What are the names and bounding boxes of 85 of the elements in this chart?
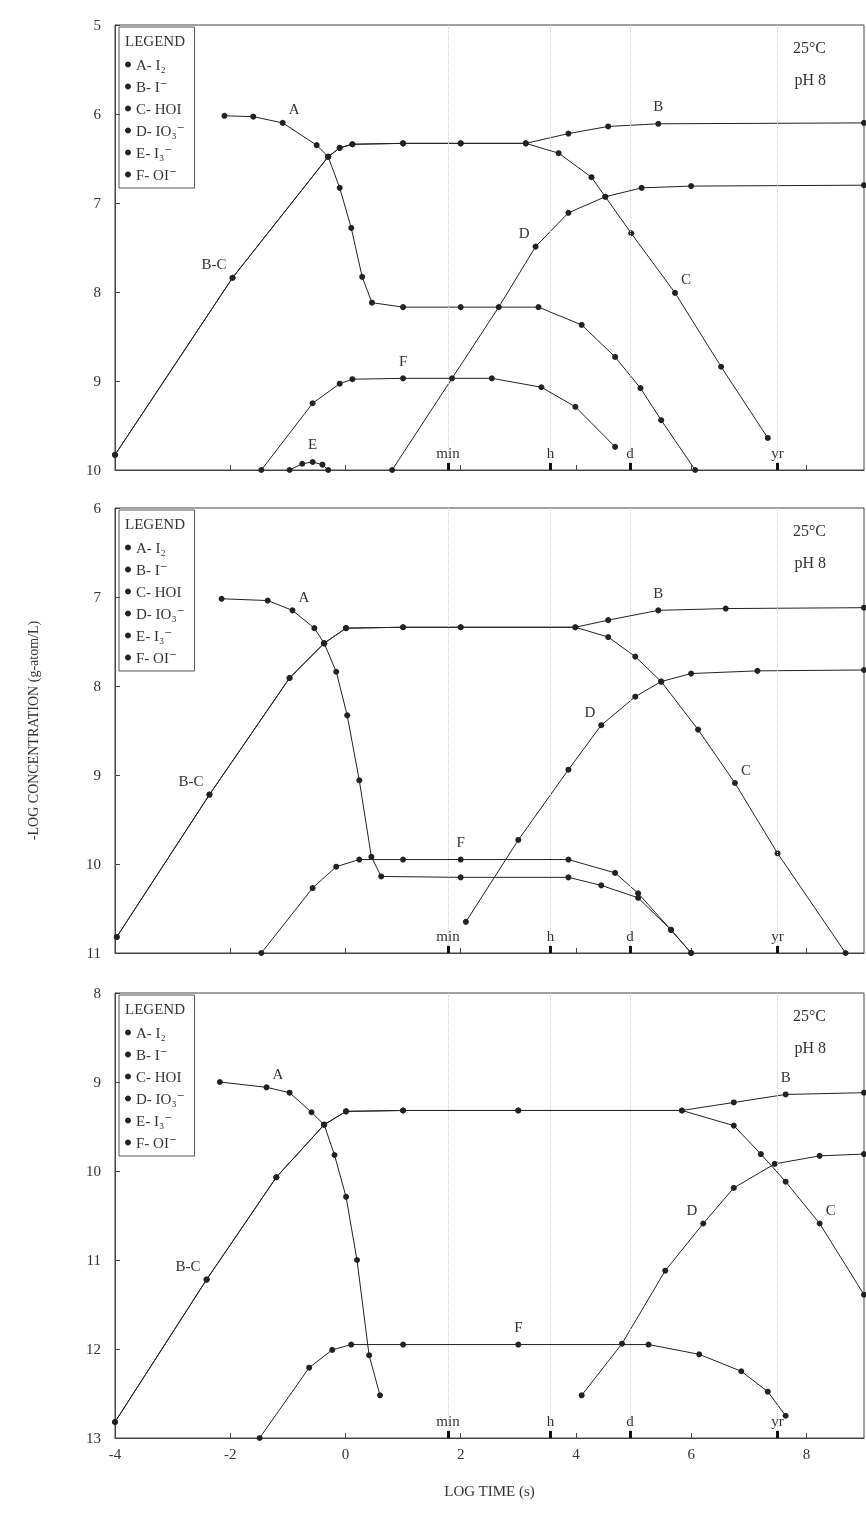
annotation: pH 8 bbox=[794, 70, 827, 89]
annotation: C bbox=[740, 761, 751, 778]
annotation: F bbox=[456, 834, 465, 851]
ref-line-label: yr bbox=[771, 928, 784, 945]
y-tick-label: 5 bbox=[93, 17, 101, 33]
ref-line-label: h bbox=[546, 445, 555, 462]
x-tick-label: 8 bbox=[802, 1445, 811, 1462]
annotation: B-C bbox=[201, 256, 227, 273]
annotation: E bbox=[308, 436, 318, 453]
annotation: 25°C bbox=[792, 38, 827, 56]
legend-label: E- I₃⁻ bbox=[136, 144, 173, 161]
y-tick-label: 8 bbox=[93, 678, 101, 694]
annotation: D bbox=[518, 225, 530, 242]
legend-label: F- OI⁻ bbox=[136, 649, 177, 666]
ref-line-label: yr bbox=[771, 1413, 784, 1430]
ref-line-label: d bbox=[626, 445, 635, 462]
annotation: C bbox=[681, 271, 692, 288]
x-tick-label: 0 bbox=[341, 1445, 350, 1462]
x-tick-label: 4 bbox=[572, 1445, 581, 1462]
y-tick-label: 7 bbox=[93, 589, 102, 605]
ref-line-label: yr bbox=[771, 445, 784, 462]
annotation: A bbox=[272, 1065, 284, 1082]
ref-line-label: d bbox=[626, 1413, 635, 1430]
legend-label: D- IO₃⁻ bbox=[136, 605, 185, 622]
y-tick-label: 13 bbox=[86, 1430, 101, 1446]
legend-label: A- I₂ bbox=[136, 56, 166, 73]
annotation: C bbox=[825, 1202, 836, 1219]
y-tick-label: 9 bbox=[93, 373, 101, 389]
ref-line-label: h bbox=[546, 1413, 555, 1430]
y-axis-title: -LOG CONCENTRATION (g-atom/L) bbox=[25, 620, 42, 841]
legend-title: LEGEND bbox=[125, 515, 186, 532]
legend-label: D- IO₃⁻ bbox=[136, 122, 185, 139]
annotation: B-C bbox=[178, 773, 204, 790]
legend-label: B- I⁻ bbox=[136, 561, 168, 578]
y-tick-label: 10 bbox=[86, 856, 101, 872]
y-tick-label: 10 bbox=[86, 462, 101, 478]
x-axis-title: LOG TIME (s) bbox=[444, 1482, 535, 1500]
legend-label: C- HOI bbox=[136, 1068, 182, 1085]
ref-line-label: min bbox=[436, 445, 461, 462]
legend-label: C- HOI bbox=[136, 583, 182, 600]
annotation: B bbox=[780, 1068, 791, 1085]
annotation: pH 8 bbox=[794, 553, 827, 572]
annotation: 25°C bbox=[792, 521, 827, 539]
y-tick-label: 9 bbox=[93, 767, 101, 783]
legend-title: LEGEND bbox=[125, 1000, 186, 1017]
legend-label: B- I⁻ bbox=[136, 78, 168, 95]
ref-line-label: min bbox=[436, 928, 461, 945]
y-tick-label: 8 bbox=[93, 985, 101, 1001]
annotation: F bbox=[398, 352, 408, 369]
annotation: pH 8 bbox=[794, 1038, 827, 1057]
y-tick-label: 7 bbox=[93, 195, 102, 211]
annotation: B-C bbox=[175, 1258, 201, 1275]
ref-line-label: d bbox=[626, 928, 635, 945]
y-tick-label: 11 bbox=[86, 1252, 101, 1268]
legend-label: F- OI⁻ bbox=[136, 166, 177, 183]
legend-label: A- I₂ bbox=[136, 1024, 166, 1041]
annotation: A bbox=[288, 101, 300, 118]
x-tick-label: -4 bbox=[108, 1445, 122, 1462]
legend-label: F- OI⁻ bbox=[136, 1134, 177, 1151]
y-tick-label: 6 bbox=[93, 106, 102, 122]
legend-label: A- I₂ bbox=[136, 539, 166, 556]
y-tick-label: 10 bbox=[86, 1163, 101, 1179]
legend-label: D- IO₃⁻ bbox=[136, 1090, 185, 1107]
y-tick-label: 11 bbox=[86, 945, 101, 961]
legend-title: LEGEND bbox=[125, 32, 186, 49]
annotation: 25°C bbox=[792, 1006, 827, 1024]
legend-label: E- I₃⁻ bbox=[136, 1112, 173, 1129]
legend-label: E- I₃⁻ bbox=[136, 627, 173, 644]
annotation: D bbox=[584, 703, 596, 720]
x-tick-label: 6 bbox=[687, 1445, 696, 1462]
y-tick-label: 12 bbox=[86, 1341, 101, 1357]
annotation: A bbox=[298, 588, 310, 605]
annotation: B bbox=[653, 584, 664, 601]
annotation: D bbox=[686, 1202, 698, 1219]
y-tick-label: 8 bbox=[93, 284, 101, 300]
legend-label: C- HOI bbox=[136, 100, 182, 117]
x-tick-label: 2 bbox=[456, 1445, 465, 1462]
x-tick-label: -2 bbox=[223, 1445, 237, 1462]
y-tick-label: 6 bbox=[93, 500, 102, 516]
ref-line-label: h bbox=[546, 928, 555, 945]
annotation: F bbox=[514, 1319, 523, 1336]
y-tick-label: 9 bbox=[93, 1074, 101, 1090]
legend-label: B- I⁻ bbox=[136, 1046, 168, 1063]
ref-line-label: min bbox=[436, 1413, 461, 1430]
annotation: B bbox=[653, 98, 664, 115]
